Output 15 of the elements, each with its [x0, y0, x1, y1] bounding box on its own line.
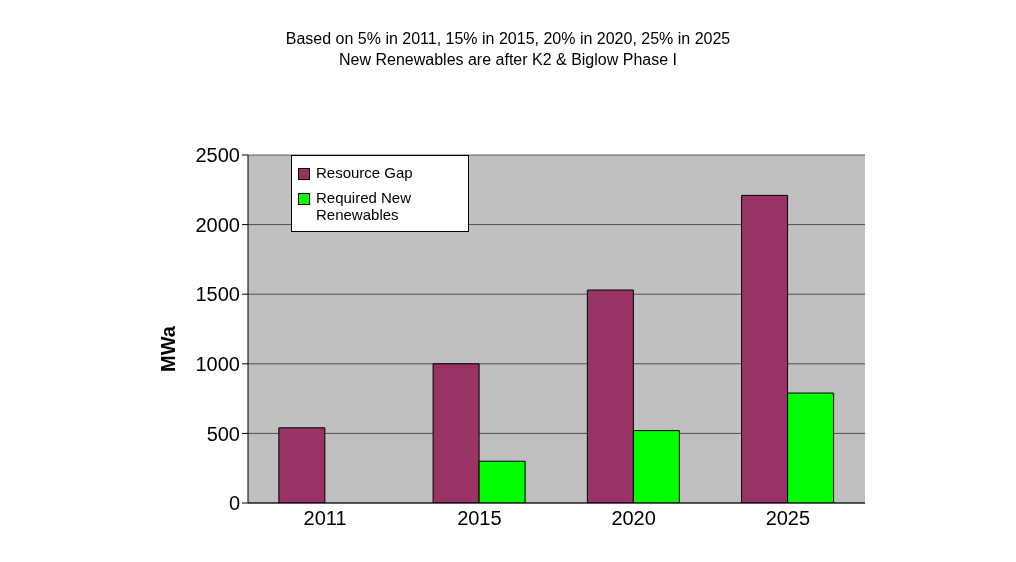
y-tick-label: 0	[228, 492, 240, 515]
x-tick-label: 2011	[303, 507, 347, 530]
x-tick-label: 2020	[611, 507, 656, 530]
x-tick-label: 2015	[457, 507, 502, 530]
chart-subtitle: New Renewables are after K2 & Biglow Phase I	[338, 50, 678, 70]
y-axis-title: MWa	[157, 325, 180, 372]
y-tick-label: 500	[206, 422, 240, 445]
y-tick-label: 2500	[195, 144, 240, 167]
x-tick-label: 2025	[765, 507, 811, 530]
legend-label: Required New Renewables	[316, 189, 413, 223]
y-tick-label: 1500	[195, 283, 240, 306]
y-tick-label: 2000	[195, 213, 240, 236]
y-tick-label: 1000	[195, 352, 240, 375]
chart-title: Based on 5% in 2011, 15% in 2015, 20% in 2020, 25% in 2025	[284, 29, 732, 49]
legend-label: Resource Gap	[316, 164, 414, 181]
